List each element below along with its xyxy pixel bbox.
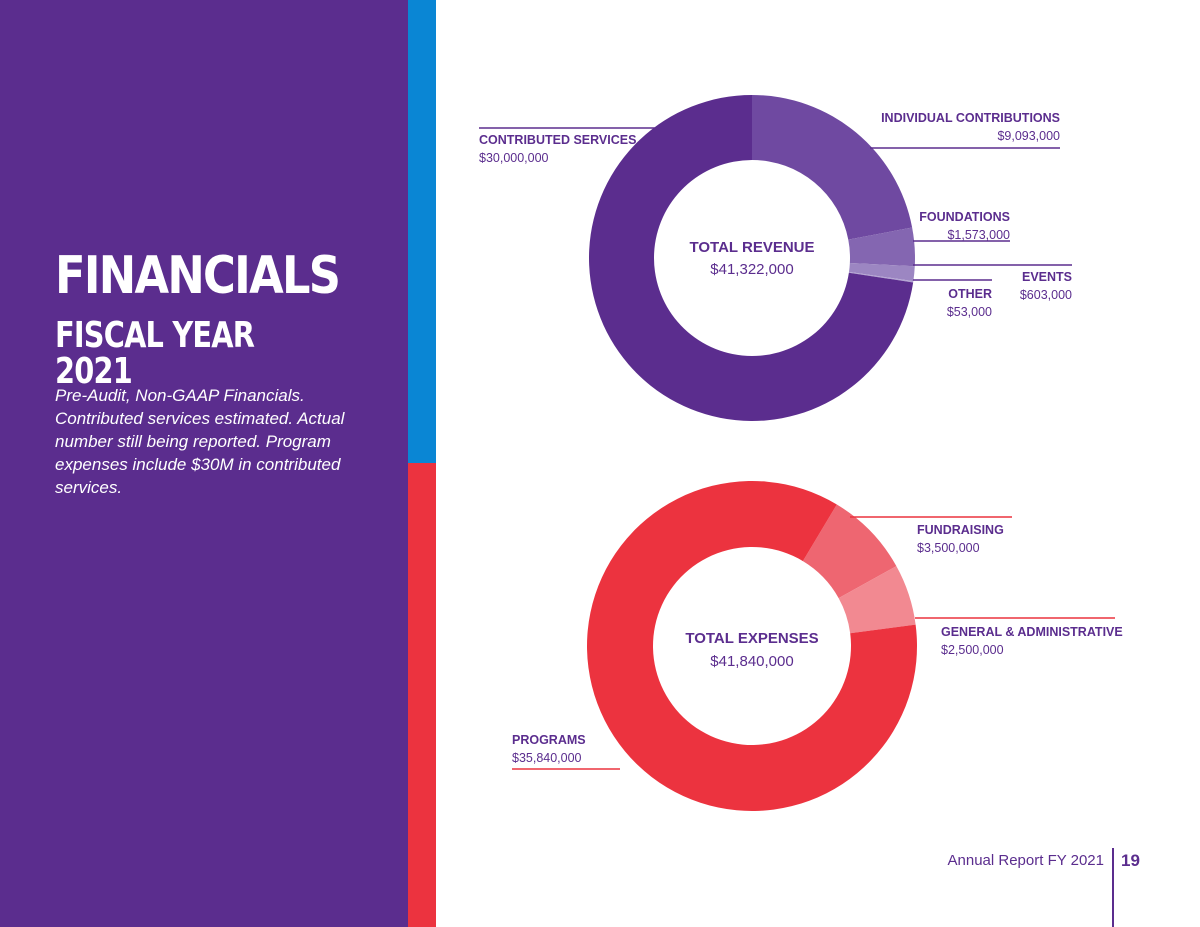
slice-label-other: OTHER	[948, 287, 992, 301]
page-number: 19	[1121, 851, 1140, 870]
slice-value-fundraising: $3,500,000	[917, 541, 980, 555]
blue-stripe	[408, 0, 436, 463]
slice-label-individual-contributions: INDIVIDUAL CONTRIBUTIONS	[881, 111, 1060, 125]
slice-foundations	[848, 227, 916, 267]
slice-label-events: EVENTS	[1022, 270, 1072, 284]
slice-label-fundraising: FUNDRAISING	[917, 523, 1004, 537]
slice-contributed-services	[588, 95, 914, 421]
slice-value-general-and-administrative: $2,500,000	[941, 643, 1004, 657]
slice-label-foundations: FOUNDATIONS	[919, 210, 1010, 224]
center-title: TOTAL REVENUE	[689, 239, 814, 256]
sidebar-panel: FINANCIALS FISCAL YEAR 2021 Pre-Audit, N…	[0, 0, 408, 927]
slice-label-contributed-services: CONTRIBUTED SERVICES	[479, 133, 636, 147]
slice-value-individual-contributions: $9,093,000	[997, 129, 1060, 143]
slice-value-events: $603,000	[1020, 288, 1072, 302]
footer-report-title: Annual Report FY 2021	[947, 852, 1105, 869]
page-subtitle: FISCAL YEAR 2021	[55, 315, 255, 392]
slice-label-programs: PROGRAMS	[512, 733, 586, 747]
slice-label-general-and-administrative: GENERAL & ADMINISTRATIVE	[941, 625, 1123, 639]
page-title: FINANCIALS	[55, 246, 341, 306]
slice-general-and-administrative	[838, 566, 916, 634]
revenue-donut-chart: INDIVIDUAL CONTRIBUTIONS $9,093,000 FOUNDA…	[479, 95, 1072, 421]
slice-fundraising	[802, 504, 897, 599]
slice-value-other: $53,000	[947, 305, 992, 319]
slice-value-programs: $35,840,000	[512, 751, 582, 765]
slice-events	[849, 262, 915, 282]
expenses-donut-chart: FUNDRAISING $3,500,000 GENERAL & ADMINISTR…	[512, 481, 1123, 811]
red-stripe	[408, 463, 436, 927]
slice-value-foundations: $1,573,000	[947, 228, 1010, 242]
slice-programs	[587, 481, 918, 811]
slice-value-contributed-services: $30,000,000	[479, 151, 549, 165]
center-title: TOTAL EXPENSES	[685, 630, 818, 647]
slice-other	[848, 271, 914, 283]
slice-individual-contributions	[752, 95, 913, 240]
center-value: $41,840,000	[710, 653, 793, 670]
financials-note: Pre-Audit, Non-GAAP Financials. Contribu…	[55, 386, 345, 497]
footer-divider	[1112, 848, 1114, 927]
center-value: $41,322,000	[710, 261, 793, 278]
